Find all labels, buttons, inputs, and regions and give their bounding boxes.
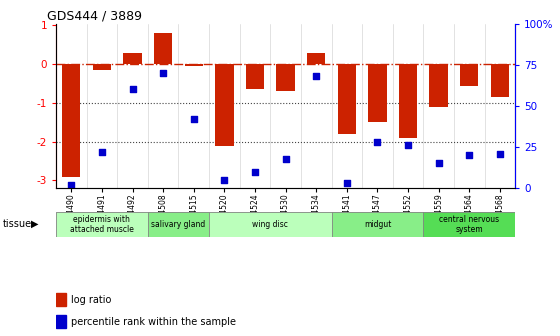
Bar [56,293,66,306]
Point [250,169,259,174]
Bar [56,315,66,328]
Point [67,182,76,187]
Point [373,139,382,145]
Bar [460,64,478,85]
Point [189,116,198,122]
Text: wing disc: wing disc [253,220,288,229]
Point [128,87,137,92]
Point [342,180,351,186]
Bar [123,52,142,64]
Point [434,161,443,166]
Point [312,74,321,79]
Point [158,70,167,76]
Bar [338,64,356,134]
Point [465,153,474,158]
Text: midgut: midgut [364,220,391,229]
Point [496,151,505,156]
Text: log ratio: log ratio [71,295,111,305]
Point [97,149,106,155]
Bar [215,64,234,145]
Bar [430,64,448,107]
Bar [148,212,209,237]
Bar [332,212,423,237]
Point [220,177,229,183]
Bar [423,212,515,237]
Bar [62,64,81,176]
Bar [399,64,417,138]
Bar [154,33,172,64]
Bar [491,64,509,97]
Bar [209,212,332,237]
Bar [277,64,295,91]
Text: central nervous
system: central nervous system [439,215,500,234]
Bar [368,64,386,122]
Text: percentile rank within the sample: percentile rank within the sample [71,317,236,327]
Point [281,156,290,161]
Bar [246,64,264,89]
Text: ▶: ▶ [31,219,38,229]
Text: salivary gland: salivary gland [151,220,206,229]
Text: GDS444 / 3889: GDS444 / 3889 [47,9,142,23]
Text: epidermis with
attached muscle: epidermis with attached muscle [70,215,134,234]
Bar [307,52,325,64]
Bar [185,64,203,66]
Text: tissue: tissue [3,219,32,229]
Point [404,143,413,148]
Bar [93,64,111,70]
Bar [56,212,148,237]
